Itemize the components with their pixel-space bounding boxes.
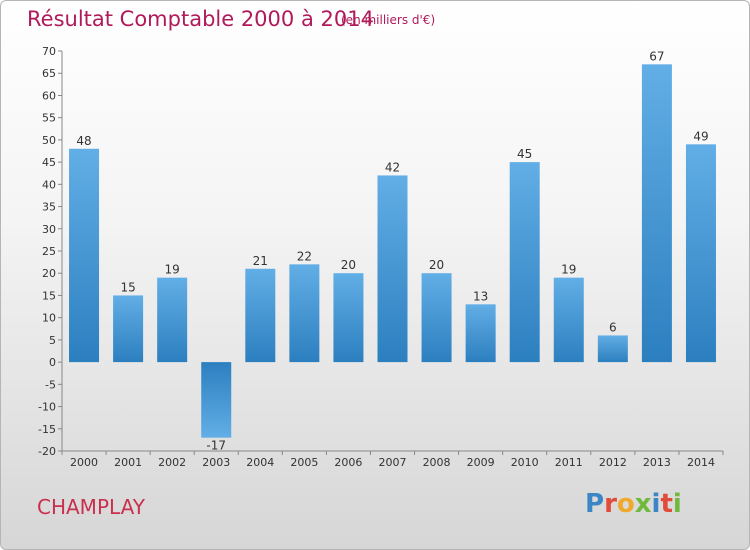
- x-tick-label-2005: 2005: [290, 456, 318, 469]
- bar-2011: [553, 277, 584, 363]
- y-tick-label: 65: [42, 67, 56, 80]
- x-tick-label-2004: 2004: [246, 456, 274, 469]
- y-tick-label: 50: [42, 134, 56, 147]
- data-label-2002: 19: [165, 263, 180, 277]
- data-label-2011: 19: [561, 263, 576, 277]
- y-tick-label: 35: [42, 201, 56, 214]
- bar-2008: [421, 273, 452, 363]
- x-tick-label-2009: 2009: [467, 456, 495, 469]
- logo-letter: t: [660, 489, 673, 519]
- y-tick-label: 20: [42, 267, 56, 280]
- bar-2000: [69, 148, 100, 363]
- logo-letter: P: [585, 489, 605, 519]
- bar-2003: [201, 362, 232, 438]
- data-label-2006: 20: [341, 258, 356, 272]
- y-tick-label: 55: [42, 112, 56, 125]
- data-label-2014: 49: [693, 129, 708, 143]
- plot-area: 7065605550454035302520151050-5-10-15-204…: [38, 45, 724, 469]
- data-label-2010: 45: [517, 147, 532, 161]
- y-tick-label: 25: [42, 245, 56, 258]
- data-label-2000: 48: [76, 134, 91, 148]
- bar-2002: [157, 277, 188, 363]
- y-tick-label: 10: [42, 312, 56, 325]
- chart-title: Résultat Comptable 2000 à 2014: [27, 7, 374, 31]
- y-tick-label: -10: [38, 401, 56, 414]
- data-label-2012: 6: [609, 320, 617, 334]
- x-tick-label-2006: 2006: [334, 456, 362, 469]
- logo-letter: i: [651, 489, 661, 519]
- data-label-2008: 20: [429, 258, 444, 272]
- x-tick-label-2002: 2002: [158, 456, 186, 469]
- bar-2006: [333, 273, 364, 363]
- y-tick-label: 45: [42, 156, 56, 169]
- y-tick-label: 70: [42, 45, 56, 58]
- data-label-2001: 15: [120, 280, 135, 294]
- unit-label: (en milliers d'€): [341, 13, 436, 27]
- data-label-2003: -17: [206, 439, 226, 453]
- bar-2010: [509, 162, 540, 363]
- bar-2007: [377, 175, 408, 363]
- data-label-2013: 67: [649, 49, 664, 63]
- bar-2012: [597, 335, 628, 363]
- x-tick-label-2003: 2003: [202, 456, 230, 469]
- y-tick-label: -15: [38, 423, 56, 436]
- commune-name: CHAMPLAY: [37, 495, 145, 519]
- y-tick-label: 5: [49, 334, 56, 347]
- y-tick-label: -5: [45, 378, 56, 391]
- x-tick-label-2001: 2001: [114, 456, 142, 469]
- y-tick-label: 40: [42, 178, 56, 191]
- bar-2004: [245, 268, 276, 363]
- bar-2013: [641, 64, 672, 363]
- x-tick-label-2000: 2000: [70, 456, 98, 469]
- x-tick-label-2014: 2014: [687, 456, 715, 469]
- x-tick-label-2011: 2011: [555, 456, 583, 469]
- logo-letter: x: [634, 489, 652, 519]
- logo-letter: o: [616, 489, 635, 519]
- data-label-2007: 42: [385, 160, 400, 174]
- y-tick-label: 30: [42, 223, 56, 236]
- data-label-2004: 21: [253, 254, 268, 268]
- logo-letter: i: [672, 489, 682, 519]
- x-tick-label-2008: 2008: [423, 456, 451, 469]
- bar-2009: [465, 304, 496, 363]
- x-tick-label-2010: 2010: [511, 456, 539, 469]
- proxiti-logo: Proxiti: [585, 489, 682, 519]
- bar-2005: [289, 264, 320, 363]
- x-tick-label-2012: 2012: [599, 456, 627, 469]
- data-label-2009: 13: [473, 289, 488, 303]
- y-tick-label: 60: [42, 89, 56, 102]
- x-tick-label-2007: 2007: [379, 456, 407, 469]
- y-tick-label: 0: [49, 356, 56, 369]
- y-tick-label: 15: [42, 289, 56, 302]
- x-tick-label-2013: 2013: [643, 456, 671, 469]
- y-tick-label: -20: [38, 445, 56, 458]
- bar-2001: [113, 295, 144, 363]
- bar-2014: [685, 144, 716, 363]
- logo-letter: r: [604, 489, 617, 519]
- data-label-2005: 22: [297, 249, 312, 263]
